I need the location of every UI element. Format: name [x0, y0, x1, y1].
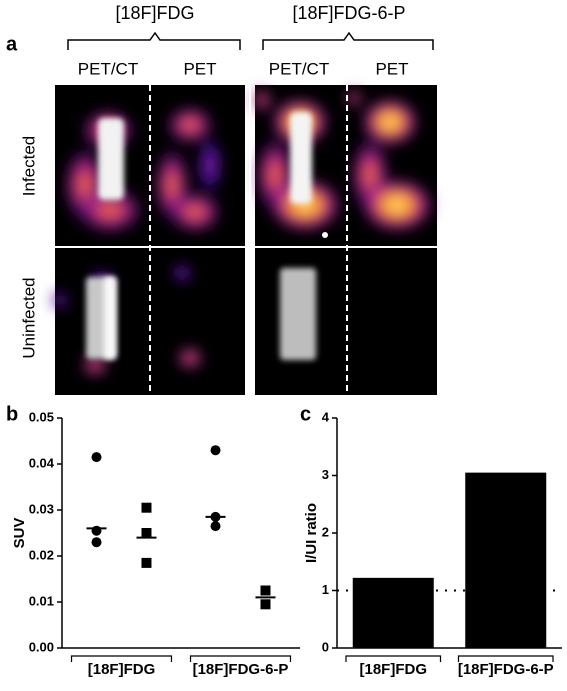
- group-brackets: [67, 31, 434, 50]
- y-tick-label: 2: [322, 524, 329, 539]
- y-tick-label: 0: [322, 639, 329, 654]
- y-axis-label: SUV: [11, 518, 28, 549]
- data-point: [210, 521, 221, 532]
- y-axis-label: I/UI ratio: [303, 503, 320, 563]
- y-tick-label: 3: [322, 467, 329, 482]
- data-point: [260, 599, 271, 610]
- data-point: [141, 557, 152, 568]
- column-label: PET: [183, 59, 216, 78]
- y-tick-label: 0.05: [29, 409, 54, 424]
- group-label: [18F]FDG-6-P: [292, 3, 405, 23]
- panel-label: b: [6, 403, 18, 425]
- category-bracket: [345, 655, 442, 662]
- category-bracket: [189, 655, 292, 662]
- panel-label: c: [300, 403, 311, 425]
- column-label: PET: [375, 59, 408, 78]
- data-point: [91, 537, 102, 548]
- bar: [352, 577, 434, 648]
- y-tick-label: 0.04: [29, 455, 55, 470]
- data-point: [141, 528, 152, 538]
- row-label: Infected: [19, 136, 38, 197]
- x-tick-label: [18F]FDG: [88, 661, 156, 678]
- y-tick-label: 0.01: [29, 593, 54, 608]
- category-bracket: [70, 655, 173, 662]
- group-label: [18F]FDG: [115, 3, 194, 23]
- row-label: Uninfected: [19, 277, 38, 358]
- y-tick-label: 0.00: [29, 639, 54, 654]
- data-point: [141, 502, 152, 513]
- panel-label: a: [6, 33, 18, 55]
- x-tick-label: [18F]FDG-6-P: [458, 661, 554, 678]
- data-point: [91, 525, 102, 536]
- y-tick-label: 4: [322, 409, 330, 424]
- column-label: PET/CT: [78, 59, 138, 78]
- y-tick-label: 0.03: [29, 501, 54, 516]
- y-tick-label: 1: [322, 582, 329, 597]
- category-bracket: [457, 655, 554, 662]
- bar: [465, 472, 547, 648]
- pet-images: [52, 85, 437, 395]
- column-label: PET/CT: [269, 59, 329, 78]
- data-point: [210, 445, 221, 456]
- x-tick-label: [18F]FDG-6-P: [193, 661, 289, 678]
- y-tick-label: 0.02: [29, 547, 54, 562]
- data-point: [91, 452, 102, 463]
- x-tick-label: [18F]FDG: [360, 661, 428, 678]
- data-point: [260, 585, 271, 596]
